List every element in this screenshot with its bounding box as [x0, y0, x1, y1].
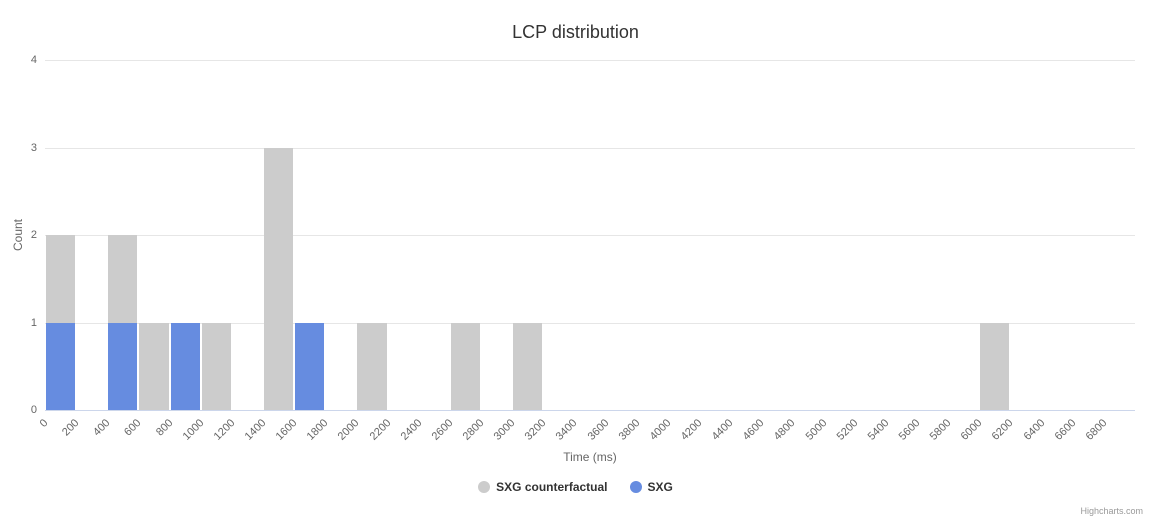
legend-item[interactable]: SXG counterfactual — [478, 480, 608, 494]
bar-sxg-counterfactual[interactable] — [980, 322, 1010, 410]
legend-label: SXG — [647, 480, 673, 494]
legend-marker-icon — [629, 481, 642, 493]
gridline — [45, 322, 1135, 324]
gridline — [45, 60, 1135, 61]
bar-sxg[interactable] — [46, 322, 76, 410]
y-tick-label: 4 — [30, 54, 37, 66]
legend-label: SXG counterfactual — [496, 480, 608, 494]
gridline — [45, 235, 1135, 236]
chart-title: LCP distribution — [512, 22, 639, 42]
bar-sxg-counterfactual[interactable] — [201, 322, 231, 410]
gridline — [45, 147, 1135, 149]
legend-item[interactable]: SXG — [629, 480, 673, 494]
bar-sxg-counterfactual[interactable] — [450, 322, 480, 410]
bar-sxg[interactable] — [108, 322, 138, 410]
y-tick-label: 1 — [30, 316, 37, 329]
bar-sxg[interactable] — [170, 322, 200, 410]
bar-sxg-counterfactual[interactable] — [513, 322, 543, 410]
legend: SXG counterfactual SXG — [0, 480, 1151, 494]
y-tick-label: 0 — [30, 404, 37, 416]
bar-sxg[interactable] — [295, 322, 325, 410]
x-axis-line — [45, 410, 1135, 411]
bar-sxg-counterfactual[interactable] — [357, 322, 387, 410]
y-tick-label: 3 — [30, 141, 37, 154]
x-axis-title: Time (ms) — [563, 450, 617, 464]
bar-sxg-counterfactual[interactable] — [264, 147, 294, 410]
credits-link[interactable]: Highcharts.com — [1080, 506, 1143, 516]
bar-sxg-counterfactual[interactable] — [139, 322, 169, 410]
legend-marker-icon — [478, 481, 491, 493]
y-tick-label: 2 — [30, 229, 37, 241]
